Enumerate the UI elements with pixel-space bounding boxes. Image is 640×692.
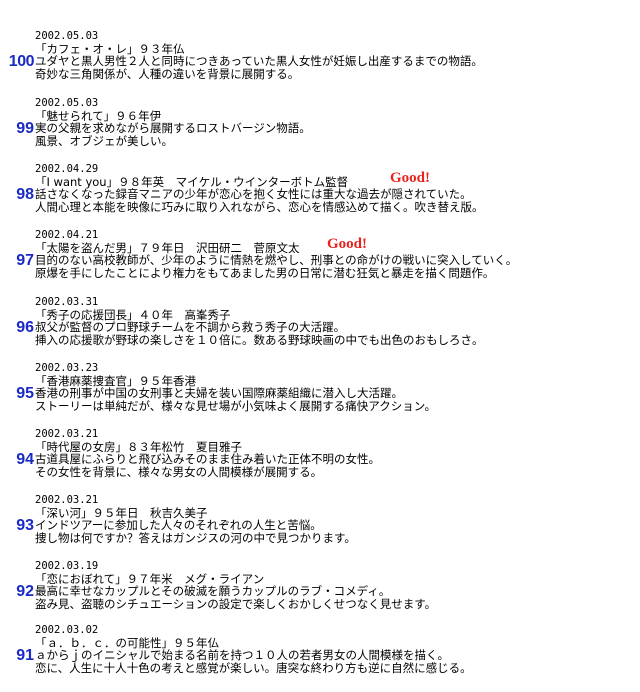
entry-date: 2002.05.03 <box>35 30 99 42</box>
entry-title: 「太陽を盗んだ男」７９年日 沢田研二 菅原文太 <box>35 240 300 255</box>
movie-entry: 98 2002.04.29 「I want you」９８年英 マイケル・ウインターボ… <box>0 163 640 231</box>
entry-number: 95 <box>16 385 34 402</box>
movie-entry: 95 2002.03.23 「香港麻薬捜査官」９５年香港 香港の刑事が中国の女刑事と夫… <box>0 362 640 430</box>
entry-description-line: 最高に幸せなカップルとその破滅を願うカップルのラブ・コメディ。 <box>35 584 391 598</box>
entry-title-line: 「深い河」９５年日 秋吉久美子 <box>35 505 640 520</box>
entry-date: 2002.03.21 <box>35 494 99 506</box>
entry-description-line: 話さなくなった録音マニアの少年が恋心を抱く女性には重大な過去が隠されていた。 <box>35 187 472 201</box>
good-badge: Good! <box>390 169 431 186</box>
entry-title: 「カフェ・オ・レ」９３年仏 <box>35 41 185 56</box>
entry-body: 2002.03.21 「深い河」９５年日 秋吉久美子 インドツアーに参加した人々のそ… <box>35 494 640 544</box>
entry-body: 2002.04.29 「I want you」９８年英 マイケル・ウインターボトム… <box>35 163 640 213</box>
good-badge: Good! <box>327 235 368 252</box>
movie-entry: 96 2002.03.31 「秀子の応援団長」４０年 高峯秀子 叔父が監督のプロ野球チ… <box>0 296 640 364</box>
entry-description-line: 盗み見、盗聴のシチュエーションの設定で楽しくおかしくせつなく見せます。 <box>35 596 437 611</box>
entry-title: 「秀子の応援団長」４０年 高峯秀子 <box>35 307 231 322</box>
entry-title: 「I want you」９８年英 マイケル・ウインターボトム監督 <box>35 174 349 189</box>
entry-title-line: 「時代屋の女房」８３年松竹 夏目雅子 <box>35 439 640 454</box>
entry-description-line: 原爆を手にしたことにより権力をもてあました男の日常に潜む狂気と暴走を描く問題作。 <box>35 265 495 280</box>
entry-date: 2002.03.21 <box>35 428 99 440</box>
entry-description-line: ストーリーは単純だが、様々な見せ場が小気味よく展開する痛快アクション。 <box>35 398 437 413</box>
entry-body: 2002.03.21 「時代屋の女房」８３年松竹 夏目雅子 古道具屋にふらりと飛び込… <box>35 428 640 478</box>
entry-description-line: 奇妙な三角関係が、人種の違いを背景に展開する。 <box>35 66 300 81</box>
entry-title: 「ａ．ｂ．ｃ．の可能性」９５年仏 <box>35 635 219 650</box>
entry-title: 「魅せられて」９６年伊 <box>35 108 162 123</box>
entry-number: 96 <box>16 319 34 336</box>
entry-date: 2002.03.31 <box>35 296 99 308</box>
entry-title-line: 「魅せられて」９６年伊 <box>35 108 640 123</box>
entry-title: 「時代屋の女房」８３年松竹 夏目雅子 <box>35 439 242 454</box>
entry-date: 2002.04.29 <box>35 163 99 175</box>
entry-title-line: 「香港麻薬捜査官」９５年香港 <box>35 373 640 388</box>
entry-body: 2002.03.23 「香港麻薬捜査官」９５年香港 香港の刑事が中国の女刑事と夫婦を… <box>35 362 640 412</box>
entry-title: 「香港麻薬捜査官」９５年香港 <box>35 373 196 388</box>
entry-description-line: 恋に、人生に十人十色の考えと感覚が楽しい。唐突な終わり方も逆に自然に感じる。 <box>35 660 472 675</box>
entry-description-line: 人間心理と本能を映像に巧みに取り入れながら、恋心を情感込めて描く。吹き替え版。 <box>35 199 484 214</box>
entry-body: 2002.03.02 「ａ．ｂ．ｃ．の可能性」９５年仏 ａからｊのイニシャルで始まる… <box>35 624 640 674</box>
entry-number: 98 <box>16 186 34 203</box>
entry-number: 97 <box>16 252 34 269</box>
entry-description-line: 叔父が監督のプロ野球チームを不調から救う秀子の大活躍。 <box>35 320 346 334</box>
entry-description-line: 目的のない高校教師が、少年のように情熱を燃やし、刑事との命がけの戦いに突入してい… <box>35 253 518 267</box>
entry-body: 2002.05.03 「魅せられて」９６年伊 実の父親を求めながら展開するロストバー… <box>35 97 640 147</box>
entry-number: 92 <box>16 583 34 600</box>
entry-date: 2002.03.19 <box>35 560 99 572</box>
entry-description-line: 香港の刑事が中国の女刑事と夫婦を装い国際麻薬組織に潜入し大活躍。 <box>35 386 403 400</box>
entry-description-line: 捜し物は何ですか？答えはガンジスの河の中で見つかります。 <box>35 530 356 545</box>
entry-number: 100 <box>8 53 35 70</box>
entry-title-line: 「秀子の応援団長」４０年 高峯秀子 <box>35 307 640 322</box>
entry-title-line: 「ａ．ｂ．ｃ．の可能性」９５年仏 <box>35 635 640 650</box>
entry-date: 2002.03.23 <box>35 362 99 374</box>
entry-description-line: その女性を背景に、様々な男女の人間模様が展開する。 <box>35 464 323 479</box>
movie-entry: 99 2002.05.03 「魅せられて」９６年伊 実の父親を求めながら展開するロスト… <box>0 97 640 165</box>
entry-number: 91 <box>16 647 34 664</box>
entry-body: 2002.03.19 「恋におぼれて」９７年米 メグ・ライアン 最高に幸せなカップル… <box>35 560 640 610</box>
entry-title-line: 「恋におぼれて」９７年米 メグ・ライアン <box>35 571 640 586</box>
entry-description-line: ユダヤと黒人男性２人と同時につきあっていた黒人女性が妊娠し出産するまでの物語。 <box>35 54 483 68</box>
entry-description-line: 挿入の応援歌が野球の楽しさを１０倍に。数ある野球映画の中でも出色のおもしろさ。 <box>35 332 484 347</box>
entry-number: 94 <box>16 451 34 468</box>
entry-title-line: 「I want you」９８年英 マイケル・ウインターボトム監督 Good! <box>35 170 640 189</box>
entry-number: 99 <box>16 120 34 137</box>
entry-date: 2002.04.21 <box>35 229 99 241</box>
movie-entry: 100 2002.05.03 「カフェ・オ・レ」９３年仏 ユダヤと黒人男性２人と同時に… <box>0 30 640 98</box>
movie-entry: 93 2002.03.21 「深い河」９５年日 秋吉久美子 インドツアーに参加した人々… <box>0 494 640 562</box>
entry-body: 2002.03.31 「秀子の応援団長」４０年 高峯秀子 叔父が監督のプロ野球チーム… <box>35 296 640 346</box>
entry-description-line: インドツアーに参加した人々のそれぞれの人生と苦悩。 <box>35 518 322 532</box>
movie-entry: 94 2002.03.21 「時代屋の女房」８３年松竹 夏目雅子 古道具屋にふらりと飛… <box>0 428 640 496</box>
entry-date: 2002.03.02 <box>35 624 99 636</box>
entry-date: 2002.05.03 <box>35 97 99 109</box>
entry-body: 2002.04.21 「太陽を盗んだ男」７９年日 沢田研二 菅原文太 Good! 目的… <box>35 229 640 279</box>
movie-entry: 97 2002.04.21 「太陽を盗んだ男」７９年日 沢田研二 菅原文太 Good!… <box>0 229 640 297</box>
entry-title: 「深い河」９５年日 秋吉久美子 <box>35 505 208 520</box>
entry-description-line: 実の父親を求めながら展開するロストバージン物語。 <box>35 121 311 135</box>
movie-entry: 91 2002.03.02 「ａ．ｂ．ｃ．の可能性」９５年仏 ａからｊのイニシャルで始… <box>0 624 640 692</box>
entry-description-line: ａからｊのイニシャルで始まる名前を持つ１０人の若者男女の人間模様を描く。 <box>35 648 449 662</box>
entry-title: 「恋におぼれて」９７年米 メグ・ライアン <box>35 571 265 586</box>
entry-title-line: 「カフェ・オ・レ」９３年仏 <box>35 41 640 56</box>
entry-title-line: 「太陽を盗んだ男」７９年日 沢田研二 菅原文太 Good! <box>35 236 640 255</box>
entry-body: 2002.05.03 「カフェ・オ・レ」９３年仏 ユダヤと黒人男性２人と同時につきあ… <box>35 30 640 80</box>
movie-entry: 92 2002.03.19 「恋におぼれて」９７年米 メグ・ライアン 最高に幸せなカッ… <box>0 560 640 628</box>
entry-description-line: 古道具屋にふらりと飛び込みそのまま住み着いた正体不明の女性。 <box>35 452 380 466</box>
entry-description-line: 風景、オブジェが美しい。 <box>35 133 173 148</box>
entry-number: 93 <box>16 517 34 534</box>
